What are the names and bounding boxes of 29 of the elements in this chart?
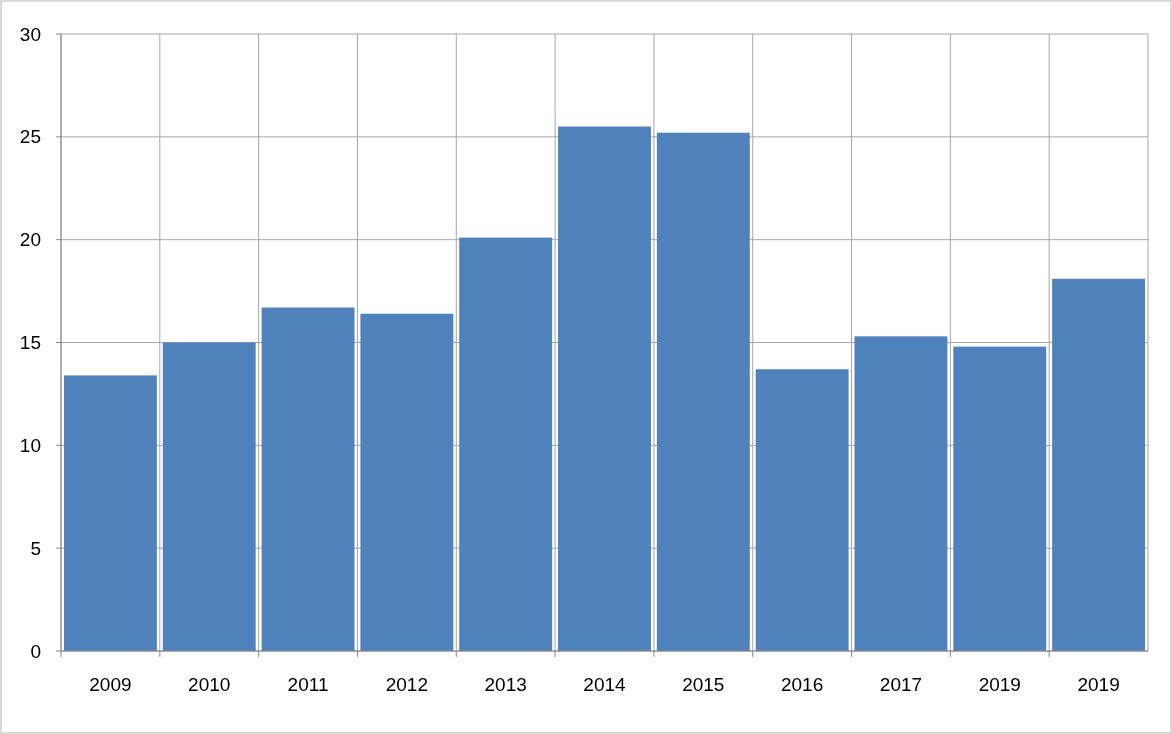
y-tick-label: 10 xyxy=(19,434,41,456)
bar xyxy=(459,237,553,651)
y-tick-label: 5 xyxy=(30,537,41,559)
x-tick-label: 2016 xyxy=(781,674,824,695)
bar xyxy=(162,342,256,651)
x-tick-label: 2014 xyxy=(583,674,627,695)
x-tick-label: 2010 xyxy=(188,674,231,695)
bar xyxy=(953,346,1047,651)
x-tick-label: 2019 xyxy=(1077,674,1120,695)
bar xyxy=(656,132,750,651)
bar xyxy=(63,375,157,651)
y-tick-label: 25 xyxy=(19,126,41,148)
x-tick-label: 2019 xyxy=(978,674,1021,695)
x-tick-label: 2015 xyxy=(682,674,725,695)
y-tick-label: 0 xyxy=(30,640,41,662)
x-tick-label: 2017 xyxy=(879,674,923,695)
bar xyxy=(755,369,849,651)
y-tick-label: 20 xyxy=(19,229,41,251)
bar xyxy=(558,126,651,651)
bar xyxy=(854,336,948,651)
bar xyxy=(1052,278,1146,651)
y-tick-label: 15 xyxy=(19,332,41,354)
bar xyxy=(360,313,454,651)
x-tick-label: 2012 xyxy=(385,674,428,695)
bar xyxy=(261,307,355,651)
y-tick-label: 30 xyxy=(19,23,41,45)
x-tick-label: 2011 xyxy=(287,674,329,695)
x-tick-label: 2013 xyxy=(484,674,527,695)
x-tick-label: 2009 xyxy=(89,674,132,695)
